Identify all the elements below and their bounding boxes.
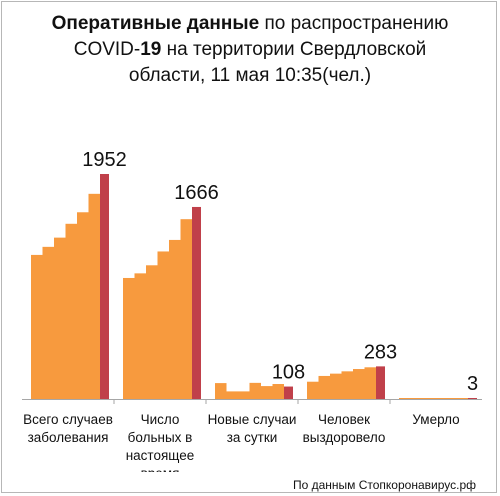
data-label: 1666	[174, 182, 219, 204]
bar-history	[318, 375, 330, 399]
bar-current	[192, 206, 201, 399]
category-label: Умерло	[412, 412, 459, 427]
bar-current	[468, 398, 477, 399]
category-label: больных в	[128, 430, 193, 445]
title-bold-part: Оперативные данные	[51, 13, 260, 34]
bar-history	[456, 398, 468, 399]
title-bold-part: 19	[140, 39, 162, 60]
category-label: выздоровело	[303, 430, 386, 445]
category-label: за сутки	[227, 430, 278, 445]
bar-current	[376, 366, 385, 399]
bar-history	[226, 391, 238, 399]
bar-history	[433, 398, 445, 399]
data-label: 3	[467, 373, 478, 395]
category-label: Число	[141, 412, 180, 427]
bar-current	[284, 386, 293, 399]
bar-history	[272, 384, 284, 399]
data-label: 108	[272, 362, 305, 384]
bar-history	[215, 383, 227, 399]
bar-history	[88, 193, 100, 399]
bar-history	[123, 277, 135, 399]
title-line: области, 11 мая 10:35(чел.)	[128, 65, 372, 86]
source-note: По данным Стопкоронавирус.рф	[292, 478, 476, 492]
bar-history	[238, 391, 250, 399]
category-label: Человек	[318, 412, 370, 427]
category-label: Новые случаи	[208, 412, 297, 427]
bar-history	[146, 265, 158, 399]
bar-history	[410, 398, 422, 399]
chart-title: Оперативные данные по распространению CO…	[2, 11, 498, 89]
category-label: время	[141, 466, 180, 472]
bar-history	[54, 237, 66, 399]
title-part: на территории Свердловской	[161, 39, 427, 60]
bar-history	[249, 382, 261, 399]
bar-history	[134, 273, 146, 399]
title-part: по распространению	[259, 13, 449, 34]
bar-history	[180, 219, 192, 399]
bar-history	[77, 212, 89, 399]
category-label: Всего случаев	[23, 412, 113, 427]
category-label: настоящее	[126, 448, 195, 463]
bar-history	[353, 369, 365, 399]
bar-history	[31, 254, 43, 399]
data-label: 1952	[82, 149, 127, 171]
bar-history	[42, 246, 54, 399]
bar-current	[100, 174, 109, 399]
bar-history	[157, 251, 169, 399]
bar-history	[422, 398, 434, 399]
category-label: заболевания	[28, 430, 109, 445]
bar-history	[341, 371, 353, 399]
bar-history	[330, 373, 342, 399]
bar-history	[261, 386, 273, 399]
bar-history	[445, 398, 457, 399]
title-part: COVID-	[73, 39, 141, 60]
bar-history	[169, 239, 181, 399]
bar-history	[364, 367, 376, 399]
bar-history	[399, 398, 411, 399]
bar-history	[307, 381, 319, 399]
bar-chart: 1952 Всего случаев заболевания 1666 Число бол…	[22, 149, 482, 472]
data-label: 283	[364, 341, 397, 363]
bar-history	[65, 223, 77, 399]
